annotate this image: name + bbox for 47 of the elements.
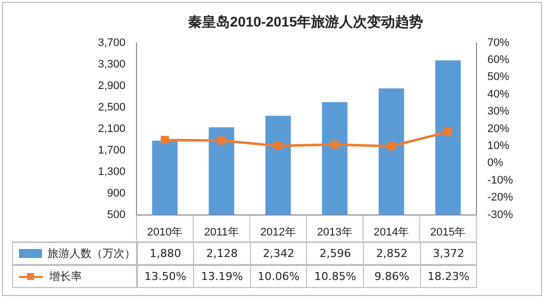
y2-tick-label: 60%: [487, 54, 510, 66]
y-tick-label: 2,900: [98, 80, 126, 92]
y-tick-label: 900: [107, 187, 126, 200]
data-label: 2,852: [363, 242, 421, 265]
point: [444, 128, 452, 136]
y2-tick-label: -20%: [487, 192, 514, 204]
y-tick-label: 2,100: [98, 122, 126, 135]
legend-label: 增长率: [49, 269, 82, 284]
legend-label: 旅游人数（万次）: [48, 246, 136, 261]
point: [274, 142, 282, 150]
y2-tick-label: 0%: [487, 157, 504, 170]
y2-tick-label: 40%: [487, 88, 510, 100]
y-tick-label: 3,700: [98, 36, 126, 49]
data-label: 13.50%: [136, 265, 194, 288]
data-label: 18.23%: [420, 265, 478, 288]
y2-tick-label: -30%: [487, 208, 514, 221]
data-label: 2,596: [306, 242, 364, 265]
data-label: 3,372: [420, 242, 478, 265]
x-tick-label: 2014年: [374, 226, 410, 238]
data-label: 13.19%: [193, 265, 251, 288]
point: [387, 142, 396, 150]
x-tick-label: 2013年: [317, 226, 352, 238]
x-tick-label: 2012年: [260, 226, 296, 238]
y-tick-label: 1,700: [98, 144, 126, 156]
y-tick-label: 500: [107, 208, 126, 221]
y2-tick-label: -10%: [487, 174, 514, 186]
x-tick-label: 2015年: [430, 226, 466, 238]
y2-tick-label: 70%: [487, 36, 510, 49]
data-label: 1,880: [136, 242, 194, 265]
x-tick-label: 2010年: [147, 226, 183, 238]
y2-tick-label: 10%: [487, 140, 510, 152]
y2-tick-label: 50%: [487, 71, 510, 84]
point: [160, 136, 169, 144]
x-tick-label: 2011年: [204, 226, 239, 238]
point: [217, 136, 226, 145]
data-label: 2,128: [193, 242, 251, 265]
data-label: 10.85%: [306, 265, 364, 288]
y-tick-label: 2,500: [98, 101, 126, 114]
data-label: 2,342: [250, 242, 308, 265]
data-label: 9.86%: [363, 265, 421, 288]
y2-tick-label: 30%: [487, 106, 510, 118]
y-tick-label: 1,300: [98, 166, 126, 178]
chart-title: 秦皇岛2010-2015年旅游人次变动趋势: [188, 13, 423, 30]
y2-tick-label: 20%: [487, 122, 510, 135]
point: [330, 140, 339, 149]
y-tick-label: 3,300: [98, 58, 126, 70]
data-label: 10.06%: [250, 265, 308, 288]
